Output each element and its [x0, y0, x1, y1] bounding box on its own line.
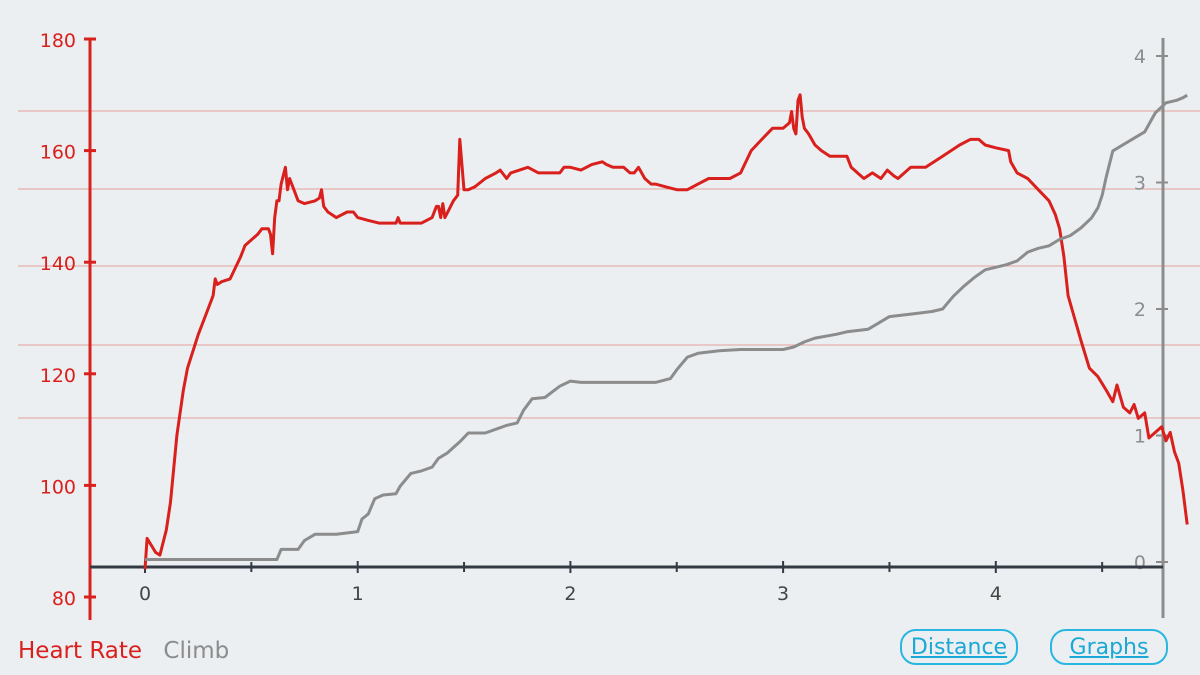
x-axis-tick-label: 4 — [990, 583, 1002, 605]
left-axis-tick-label: 100 — [40, 476, 76, 498]
legend-heart-rate[interactable]: Heart Rate — [18, 638, 143, 664]
left-axis-tick-label: 180 — [40, 30, 76, 52]
x-axis-tick-label: 3 — [777, 583, 789, 605]
right-axis-tick-label: 1 — [1134, 426, 1146, 448]
heart-rate-line — [143, 93, 1189, 570]
x-axis-tick-label: 0 — [139, 583, 151, 605]
x-axis-tick-label: 2 — [564, 583, 576, 605]
left-axis-tick-label: 80 — [52, 588, 76, 610]
distance-button[interactable]: Distance — [900, 629, 1018, 665]
right-axis-tick-label: 4 — [1134, 46, 1146, 68]
left-axis-tick-label: 140 — [40, 253, 76, 275]
right-axis-tick-label: 0 — [1134, 552, 1146, 574]
left-axis-tick-label: 120 — [40, 365, 76, 387]
climb-line — [145, 93, 1188, 561]
x-axis-tick-label: 1 — [352, 583, 364, 605]
right-axis-tick-label: 3 — [1134, 173, 1146, 195]
graphs-button[interactable]: Graphs — [1050, 629, 1168, 665]
right-axis-tick-label: 2 — [1134, 299, 1146, 321]
left-axis-tick-label: 160 — [40, 142, 76, 164]
chart-legend: Heart Rate Climb — [18, 638, 243, 664]
legend-climb[interactable]: Climb — [163, 638, 230, 664]
